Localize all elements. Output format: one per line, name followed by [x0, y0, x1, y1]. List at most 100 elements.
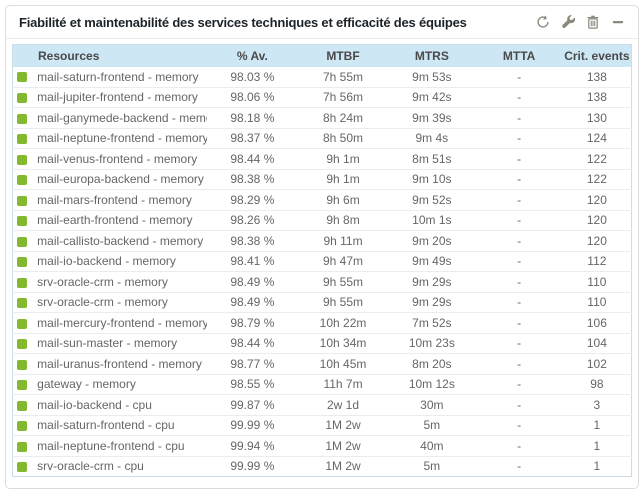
mtbf-value: 7h 56m	[297, 86, 389, 108]
table-row: srv-oracle-crm - memory 98.49 % 9h 55m 9…	[12, 291, 632, 313]
availability-value: 98.55 %	[206, 373, 298, 395]
dashboard-widget: Fiabilité et maintenabilité des services…	[5, 5, 639, 489]
mtta-value: -	[475, 435, 563, 456]
mtrs-value: 9m 52s	[388, 189, 476, 210]
resource-name: mail-mercury-frontend - memory	[34, 312, 207, 333]
resource-name: srv-oracle-crm - memory	[34, 271, 207, 292]
widget-toolbar	[535, 14, 626, 30]
minimize-icon[interactable]	[610, 14, 626, 30]
resource-name: mail-io-backend - memory	[34, 250, 207, 272]
availability-value: 98.06 %	[206, 86, 298, 108]
crit-events-value: 124	[562, 127, 632, 149]
resource-name: mail-sun-master - memory	[34, 332, 207, 354]
resource-name: srv-oracle-crm - memory	[34, 291, 207, 313]
table-row: mail-venus-frontend - memory 98.44 % 9h …	[12, 148, 632, 169]
mtrs-value: 5m	[388, 455, 476, 477]
table-row: mail-io-backend - memory 98.41 % 9h 47m …	[12, 250, 632, 272]
status-ok-icon	[17, 175, 27, 186]
refresh-icon[interactable]	[535, 14, 551, 30]
resource-name: mail-io-backend - cpu	[34, 394, 207, 415]
status-ok-icon	[17, 339, 27, 350]
mtrs-value: 10m 1s	[388, 209, 476, 231]
table-row: mail-earth-frontend - memory 98.26 % 9h …	[12, 209, 632, 231]
mtbf-value: 8h 50m	[297, 127, 389, 149]
resource-name: mail-uranus-frontend - memory	[34, 353, 207, 374]
resource-name: mail-callisto-backend - memory	[34, 230, 207, 251]
mtta-value: -	[475, 127, 563, 149]
mtbf-value: 9h 1m	[297, 168, 389, 190]
status-cell	[12, 455, 35, 477]
status-ok-icon	[17, 318, 27, 329]
availability-value: 98.44 %	[206, 148, 298, 169]
mtrs-value: 9m 4s	[388, 127, 476, 149]
availability-value: 99.94 %	[206, 435, 298, 456]
table-row: mail-neptune-frontend - memory 98.37 % 8…	[12, 127, 632, 149]
mtbf-value: 1M 2w	[297, 435, 389, 456]
availability-value: 99.99 %	[206, 455, 298, 477]
mtrs-value: 9m 10s	[388, 168, 476, 190]
mtbf-value: 1M 2w	[297, 414, 389, 436]
status-ok-icon	[17, 421, 27, 432]
column-header-mtta: MTTA	[475, 44, 563, 67]
mtta-value: -	[475, 107, 563, 128]
availability-value: 98.41 %	[206, 250, 298, 272]
status-ok-icon	[17, 154, 27, 165]
mtta-value: -	[475, 250, 563, 272]
mtta-value: -	[475, 86, 563, 108]
crit-events-value: 1	[562, 414, 632, 436]
table-container: Resources % Av. MTBF MTRS MTTA Crit. eve…	[12, 44, 632, 477]
mtbf-value: 9h 11m	[297, 230, 389, 251]
status-cell	[12, 168, 35, 190]
crit-events-value: 138	[586, 69, 607, 84]
table-row: gateway - memory 98.55 % 11h 7m 10m 12s …	[12, 373, 632, 395]
mtrs-value: 9m 29s	[388, 291, 476, 313]
reliability-table: Resources % Av. MTBF MTRS MTTA Crit. eve…	[12, 44, 632, 477]
mtrs-value: 9m 53s	[412, 69, 452, 84]
table-body: mail-saturn-frontend - memory 98.03 % 7h…	[12, 67, 632, 477]
mtbf-value: 9h 47m	[297, 250, 389, 272]
resource-name: mail-europa-backend - memory	[34, 168, 207, 190]
crit-events-value: 110	[562, 271, 632, 292]
wrench-icon[interactable]	[560, 14, 576, 30]
table-row: mail-saturn-frontend - memory 98.03 % 7h…	[13, 67, 632, 88]
resource-name: mail-jupiter-frontend - memory	[34, 86, 207, 108]
status-cell	[12, 148, 35, 169]
availability-value: 98.38 %	[206, 230, 298, 251]
column-header-mtrs: MTRS	[388, 44, 476, 67]
table-row: mail-sun-master - memory 98.44 % 10h 34m…	[12, 332, 632, 354]
mtbf-value: 9h 55m	[297, 271, 389, 292]
trash-icon[interactable]	[585, 14, 601, 30]
status-ok-icon	[17, 134, 27, 145]
table-row: mail-uranus-frontend - memory 98.77 % 10…	[12, 353, 632, 374]
table-row: mail-neptune-frontend - cpu 99.94 % 1M 2…	[12, 435, 632, 456]
column-header-mtbf: MTBF	[297, 44, 389, 67]
status-cell	[12, 107, 35, 128]
mtta-value: -	[475, 148, 563, 169]
mtbf-value: 7h 55m	[323, 69, 364, 84]
status-ok-icon	[17, 216, 27, 227]
mtrs-value: 8m 51s	[388, 148, 476, 169]
mtrs-value: 9m 20s	[388, 230, 476, 251]
status-ok-icon	[17, 236, 27, 247]
table-row: mail-io-backend - cpu 99.87 % 2w 1d 30m …	[12, 394, 632, 415]
mtta-value: -	[475, 230, 563, 251]
status-ok-icon	[17, 400, 27, 411]
status-ok-icon	[17, 257, 27, 268]
mtta-value: -	[475, 189, 563, 210]
mtrs-value: 7m 52s	[388, 312, 476, 333]
resource-name: gateway - memory	[34, 373, 207, 395]
mtrs-value: 9m 29s	[388, 271, 476, 292]
table-row: srv-oracle-crm - cpu 99.99 % 1M 2w 5m - …	[12, 455, 632, 477]
mtrs-value: 10m 23s	[388, 332, 476, 354]
mtbf-value: 9h 55m	[297, 291, 389, 313]
status-ok-icon	[17, 359, 27, 370]
mtta-value: -	[475, 168, 563, 190]
crit-events-value: 130	[562, 107, 632, 128]
crit-events-value: 122	[562, 148, 632, 169]
mtta-value: -	[475, 271, 563, 292]
resource-name: mail-saturn-frontend - memory	[37, 69, 199, 84]
table-row: srv-oracle-crm - memory 98.49 % 9h 55m 9…	[12, 271, 632, 292]
status-ok-icon	[17, 113, 27, 124]
availability-value: 98.49 %	[206, 271, 298, 292]
status-cell	[12, 373, 35, 395]
